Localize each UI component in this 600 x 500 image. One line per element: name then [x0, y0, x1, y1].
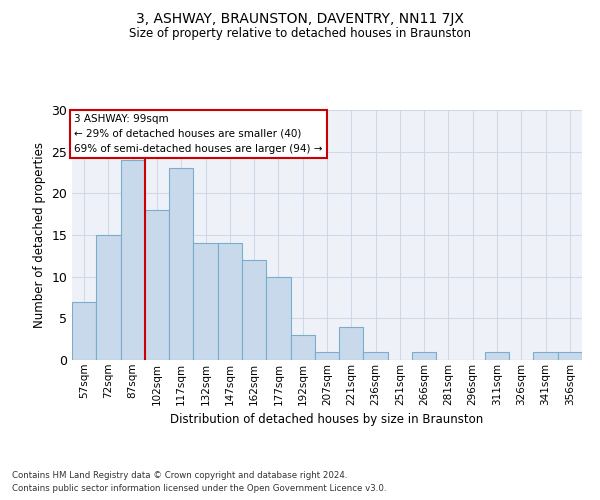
Bar: [72, 302, 96, 360]
Bar: [412, 352, 436, 360]
X-axis label: Distribution of detached houses by size in Braunston: Distribution of detached houses by size …: [170, 413, 484, 426]
Bar: [121, 160, 145, 360]
Bar: [339, 326, 364, 360]
Bar: [193, 244, 218, 360]
Y-axis label: Number of detached properties: Number of detached properties: [33, 142, 46, 328]
Text: 3, ASHWAY, BRAUNSTON, DAVENTRY, NN11 7JX: 3, ASHWAY, BRAUNSTON, DAVENTRY, NN11 7JX: [136, 12, 464, 26]
Bar: [96, 235, 121, 360]
Text: Contains HM Land Registry data © Crown copyright and database right 2024.: Contains HM Land Registry data © Crown c…: [12, 470, 347, 480]
Text: Contains public sector information licensed under the Open Government Licence v3: Contains public sector information licen…: [12, 484, 386, 493]
Text: 3 ASHWAY: 99sqm
← 29% of detached houses are smaller (40)
69% of semi-detached h: 3 ASHWAY: 99sqm ← 29% of detached houses…: [74, 114, 323, 154]
Bar: [218, 244, 242, 360]
Bar: [364, 352, 388, 360]
Bar: [533, 352, 558, 360]
Bar: [485, 352, 509, 360]
Bar: [290, 335, 315, 360]
Bar: [169, 168, 193, 360]
Bar: [242, 260, 266, 360]
Bar: [266, 276, 290, 360]
Text: Size of property relative to detached houses in Braunston: Size of property relative to detached ho…: [129, 28, 471, 40]
Bar: [558, 352, 582, 360]
Bar: [315, 352, 339, 360]
Bar: [145, 210, 169, 360]
